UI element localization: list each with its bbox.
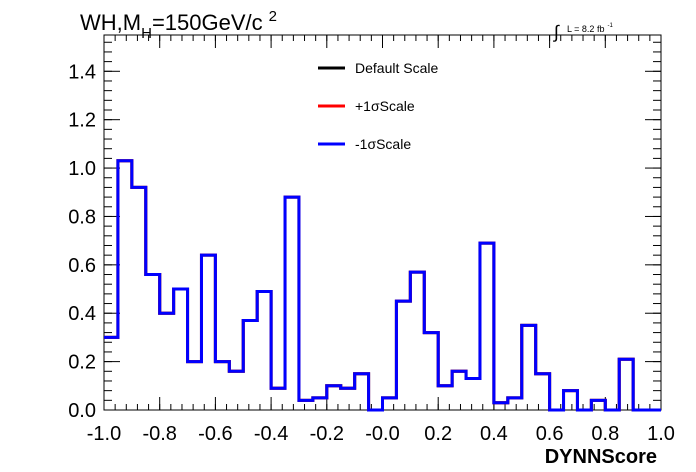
x-tick-label: 0.2	[424, 423, 452, 445]
legend-label: +1σScale	[355, 98, 415, 114]
x-tick-label: -0.8	[142, 423, 176, 445]
x-tick-label: 0.8	[591, 423, 619, 445]
x-axis: -1.0 -0.8 -0.6 -0.4 -0.2 -0.0 0.2 0.4 0.6 0.8 1.0	[87, 35, 675, 445]
x-tick-label: -0.6	[198, 423, 232, 445]
x-tick-label: 0.4	[480, 423, 508, 445]
y-tick-label: 0.2	[68, 352, 96, 374]
series-group	[104, 159, 661, 412]
series-line-1	[104, 159, 661, 412]
y-tick-label: 0.0	[68, 400, 96, 422]
y-tick-label: 0.4	[68, 303, 96, 325]
x-tick-label: 1.0	[647, 423, 675, 445]
legend-label: -1σScale	[355, 136, 411, 152]
chart-title: WH,MH=150GeV/c 2	[80, 8, 277, 42]
y-tick-label: 0.8	[68, 206, 96, 228]
x-tick-label: -0.0	[365, 423, 399, 445]
integral-symbol: ∫	[552, 22, 560, 42]
x-tick-label: -1.0	[87, 423, 121, 445]
x-tick-label: -0.4	[254, 423, 288, 445]
y-tick-label: 0.6	[68, 255, 96, 277]
y-tick-label: 1.0	[68, 158, 96, 180]
legend-label: Default Scale	[355, 60, 438, 76]
title-subscript: H	[141, 25, 152, 42]
legend: Default Scale +1σScale -1σScale	[318, 60, 438, 152]
title-superscript: 2	[269, 8, 277, 25]
x-axis-label: DYNNScore	[545, 446, 657, 468]
series-line-2	[104, 159, 661, 412]
y-tick-label: 1.2	[68, 110, 96, 132]
series-line-0	[104, 159, 661, 412]
y-axis: 0.0 0.2 0.4 0.6 0.8 1.0 1.2 1.4	[68, 41, 661, 422]
luminosity-label: L = 8.2 fb -1	[567, 23, 613, 34]
x-tick-label: 0.6	[536, 423, 564, 445]
y-tick-label: 1.4	[68, 61, 96, 83]
x-tick-label: -0.2	[310, 423, 344, 445]
